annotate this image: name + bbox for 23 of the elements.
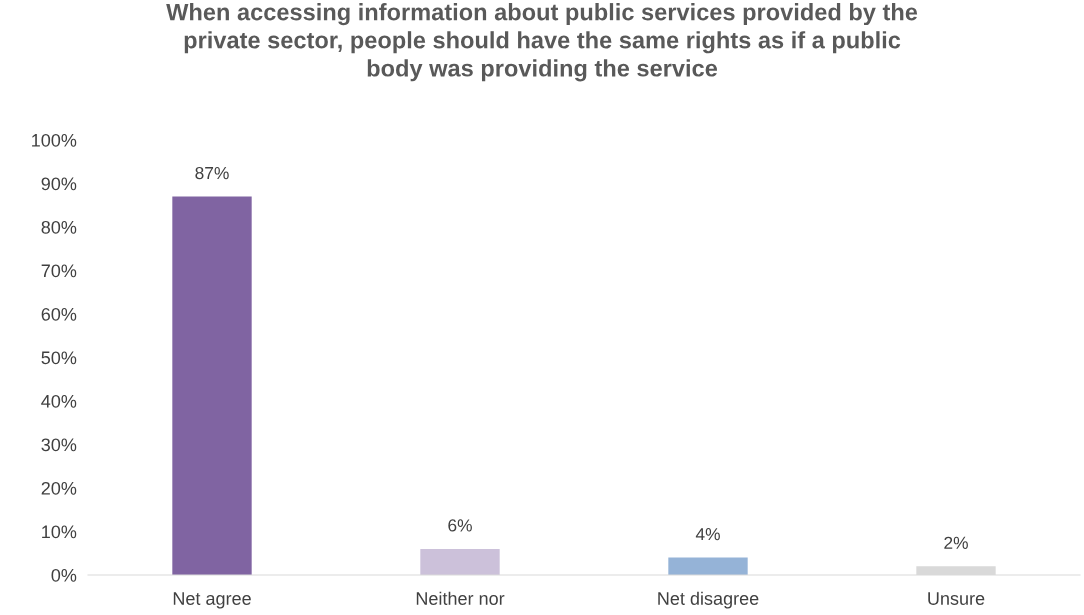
y-tick-label: 30% <box>41 438 77 452</box>
y-tick-label: 50% <box>41 351 77 365</box>
y-tick-label: 70% <box>41 264 77 278</box>
x-tick-label: Net agree <box>173 592 251 609</box>
x-tick-label: Net disagree <box>658 591 759 609</box>
data-label: 87% <box>195 166 229 180</box>
y-tick-label: 100% <box>32 133 77 147</box>
data-label: 2% <box>944 536 968 549</box>
y-tick-label: 90% <box>41 177 77 191</box>
bar <box>668 557 748 575</box>
x-tick-label: Neither nor <box>416 591 505 605</box>
y-tick-label: 40% <box>41 394 77 408</box>
y-tick-label: 80% <box>41 220 77 234</box>
data-label: 4% <box>695 528 720 541</box>
y-tick-label: 10% <box>42 525 77 539</box>
chart-title: When accessing information about public services provided by the private sector, people should have the same rights as if a public body was providing the service <box>166 3 918 82</box>
data-label: 6% <box>448 519 472 532</box>
bar <box>172 196 252 575</box>
bar <box>420 548 500 575</box>
y-tick-label: 20% <box>41 481 77 495</box>
y-tick-label: 0% <box>51 568 77 582</box>
y-tick-label: 60% <box>41 307 77 321</box>
x-tick-label: Unsure <box>928 592 985 605</box>
